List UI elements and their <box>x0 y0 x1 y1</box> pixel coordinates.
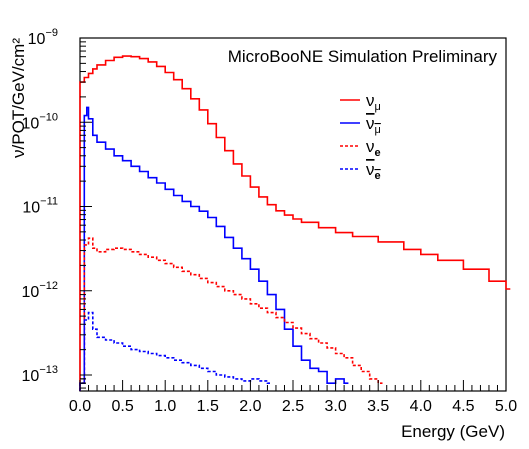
x-tick-label: 1.0 <box>154 398 176 415</box>
y-axis: 10−9 10−10 10−11 10−12 10−13 <box>22 27 92 389</box>
legend-label-1: νμ <box>366 114 381 136</box>
series-line-0 <box>79 55 511 391</box>
series-line-3 <box>79 311 272 391</box>
series-line-2 <box>79 237 383 391</box>
y-tick-label: 10−11 <box>22 196 58 217</box>
x-tick-label: 5.0 <box>495 398 517 415</box>
y-tick-label: 10−10 <box>22 111 58 132</box>
legend-label-3: νe <box>366 160 381 182</box>
x-axis-label: Energy (GeV) <box>401 422 505 441</box>
series-line-1 <box>79 106 349 391</box>
x-axis: 0.0 0.5 1.0 1.5 2.0 2.5 3.0 3.5 4.0 4.5 5.0 <box>69 380 517 415</box>
x-tick-label: 3.5 <box>367 398 389 415</box>
x-tick-label: 4.0 <box>410 398 432 415</box>
x-tick-label: 2.5 <box>282 398 304 415</box>
x-tick-label: 0.0 <box>69 398 91 415</box>
legend-label-2: νe <box>366 137 381 159</box>
x-tick-label: 2.0 <box>239 398 261 415</box>
x-tick-label: 4.5 <box>452 398 474 415</box>
chart-title: MicroBooNE Simulation Preliminary <box>228 47 498 66</box>
x-tick-label: 1.5 <box>197 398 219 415</box>
y-axis-label: ν/POT/GeV/cm² <box>9 38 28 158</box>
series-layer <box>79 55 511 391</box>
y-tick-label: 10−9 <box>28 27 58 48</box>
y-tick-label: 10−12 <box>22 280 58 301</box>
y-tick-label: 10−13 <box>22 364 58 385</box>
legend-label-0: νμ <box>366 91 381 113</box>
x-tick-label: 3.0 <box>324 398 346 415</box>
x-tick-label: 0.5 <box>111 398 133 415</box>
